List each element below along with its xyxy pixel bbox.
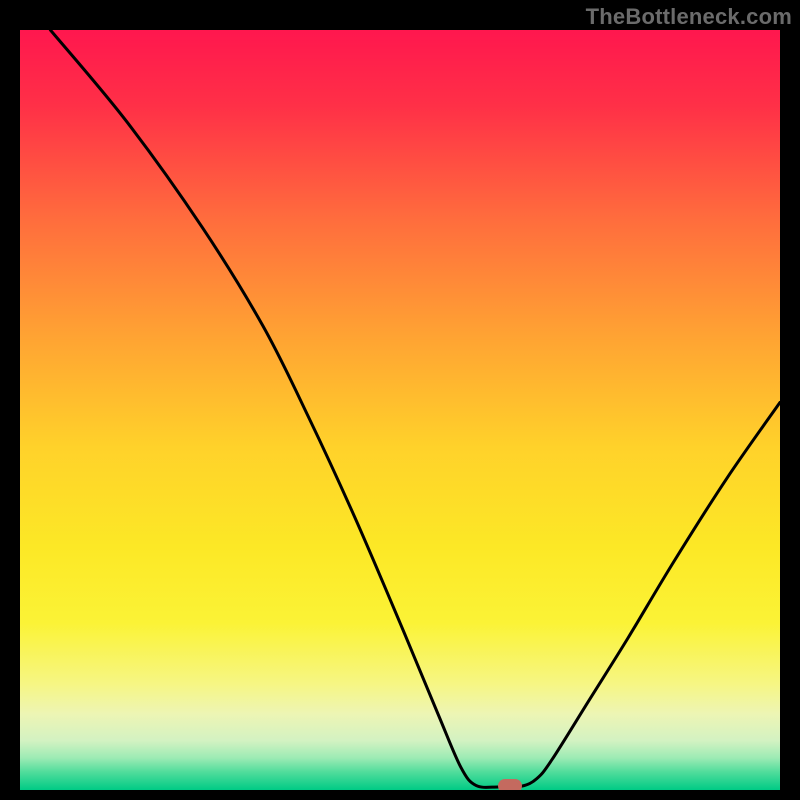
plot-area (20, 30, 780, 790)
optimal-point-marker (498, 779, 522, 790)
bottleneck-curve (50, 30, 780, 787)
bottleneck-curve-layer (20, 30, 780, 790)
chart-frame: TheBottleneck.com (0, 0, 800, 800)
watermark-text: TheBottleneck.com (586, 4, 792, 30)
